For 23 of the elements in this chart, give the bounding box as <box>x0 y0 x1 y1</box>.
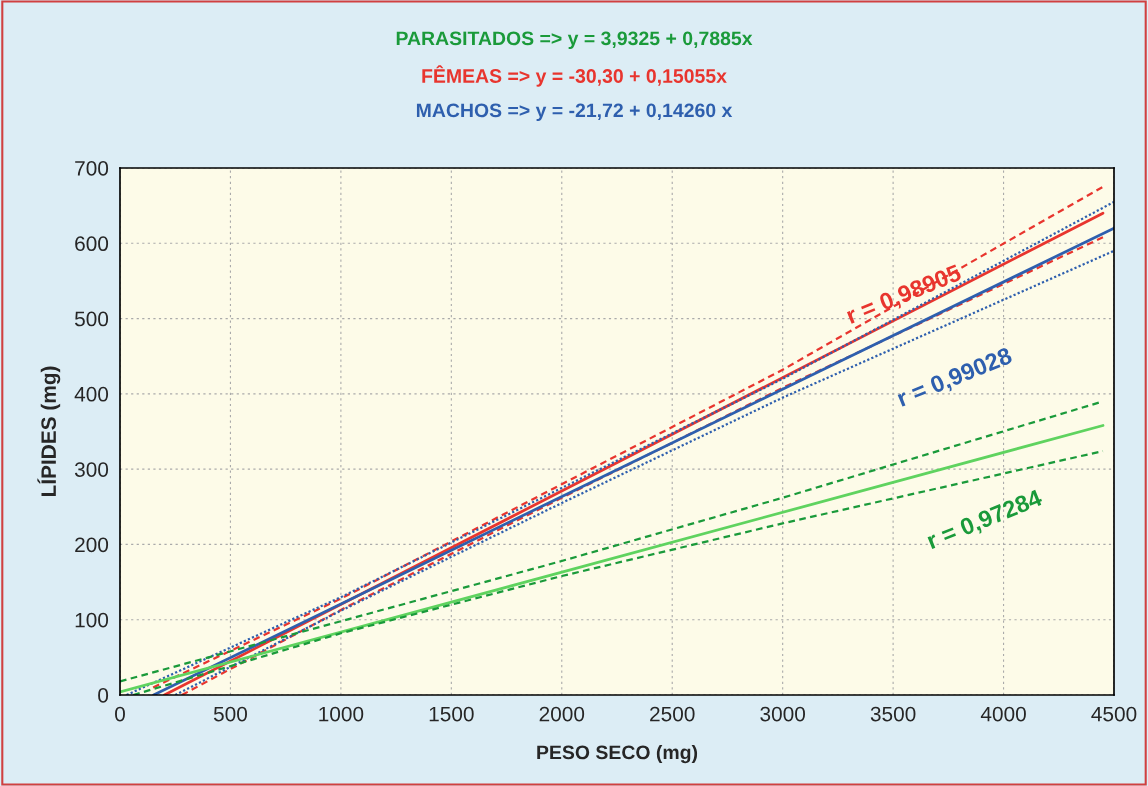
y-axis-title: LÍPIDES (mg) <box>37 366 61 497</box>
y-tick-label: 0 <box>98 688 109 703</box>
y-tick-label: 600 <box>75 236 109 252</box>
x-tick-label: 0 <box>115 706 125 722</box>
x-tick-label: 3000 <box>760 706 806 722</box>
y-tick-label: 200 <box>75 537 109 553</box>
y-tick-label: 500 <box>74 311 109 327</box>
text: PARASITADOS => y = 3,9325 + 0,7885x <box>396 31 753 50</box>
x-axis-title: PESO SECO (mg) <box>537 744 698 764</box>
y-tick-label: 700 <box>75 161 109 176</box>
x-tick-label: 2500 <box>650 706 695 722</box>
text: MACHOS => y = -21,72 + 0,14260 x <box>416 103 733 122</box>
text: FÊMEAS => y = -30,30 + 0,15055x <box>422 65 727 87</box>
y-tick-label: 100 <box>75 612 109 628</box>
x-tick-label: 4500 <box>1091 706 1137 722</box>
x-tick-label: 1500 <box>429 706 474 722</box>
x-tick-label: 500 <box>213 706 248 722</box>
y-tick-label: 300 <box>74 462 109 477</box>
x-tick-label: 3500 <box>870 706 916 722</box>
x-tick-label: 1000 <box>319 706 364 722</box>
y-tick-label: 400 <box>74 386 109 402</box>
x-tick-label: 4000 <box>980 706 1026 722</box>
x-tick-label: 2000 <box>539 706 585 722</box>
